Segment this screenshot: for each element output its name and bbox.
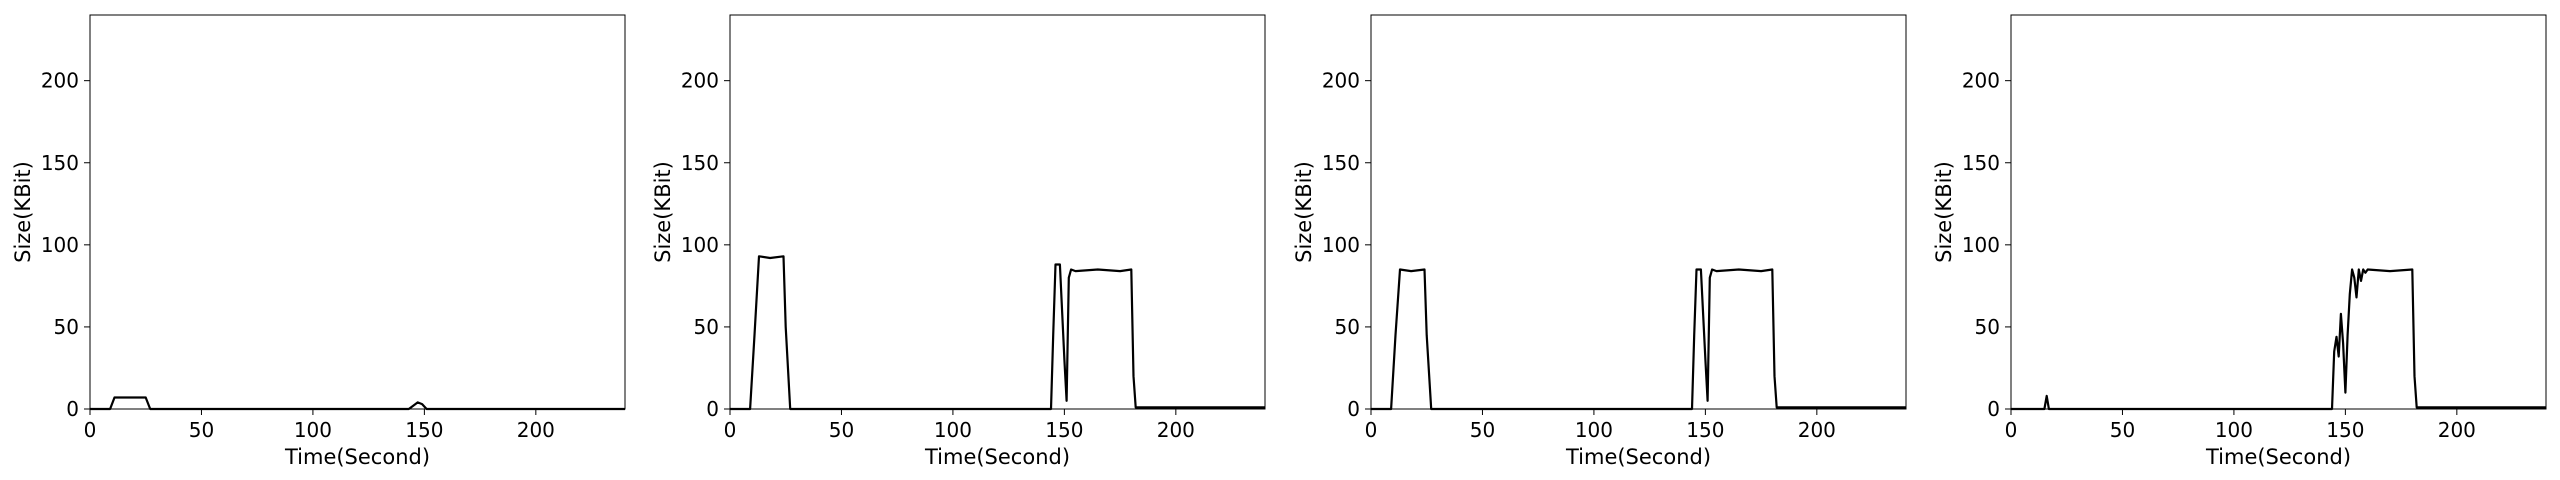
y-tick-label: 100 [1322, 233, 1360, 257]
x-tick-label: 50 [2110, 418, 2135, 442]
x-tick-label: 0 [724, 418, 737, 442]
y-tick-label: 150 [1962, 151, 2000, 175]
x-tick-label: 50 [1470, 418, 1495, 442]
y-tick-label: 0 [66, 397, 79, 421]
x-axis-label: Time(Second) [924, 445, 1070, 469]
y-tick-label: 150 [1322, 151, 1360, 175]
plot-frame [729, 14, 1266, 410]
x-tick-label: 200 [1798, 418, 1836, 442]
x-tick-label: 50 [189, 418, 214, 442]
x-tick-label: 200 [2438, 418, 2476, 442]
y-tick-label: 50 [1335, 315, 1360, 339]
x-tick-label: 150 [1686, 418, 1724, 442]
x-tick-label: 100 [294, 418, 332, 442]
y-axis-label: Size(KBit) [1932, 161, 1956, 263]
chart-panel-3: 0 50 100 150 200 0 50 100 150 200 Time(Second) Size… [1292, 14, 1907, 469]
y-tick-label: 150 [41, 151, 79, 175]
plot-frame [2010, 14, 2547, 410]
y-tick-label: 100 [1962, 233, 2000, 257]
x-tick-label: 150 [2326, 418, 2364, 442]
y-tick-label: 50 [1975, 315, 2000, 339]
y-tick-label: 200 [1962, 69, 2000, 93]
y-axis-label: Size(KBit) [11, 161, 35, 263]
y-tick-label: 200 [1322, 69, 1360, 93]
y-tick-label: 50 [54, 315, 79, 339]
y-tick-label: 100 [41, 233, 79, 257]
x-tick-label: 0 [1365, 418, 1378, 442]
series-line [90, 396, 625, 411]
x-axis-label: Time(Second) [2205, 445, 2351, 469]
x-axis-label: Time(Second) [284, 445, 430, 469]
chart-panel-2: 0 50 100 150 200 0 50 100 150 200 Time(Second) Size… [651, 14, 1266, 469]
y-tick-label: 0 [1347, 397, 1360, 421]
y-tick-label: 100 [681, 233, 719, 257]
series-line [1371, 268, 1906, 411]
series-line [730, 255, 1265, 411]
x-tick-label: 150 [405, 418, 443, 442]
y-axis-label: Size(KBit) [651, 161, 675, 263]
series-line [2011, 268, 2546, 411]
x-tick-label: 100 [934, 418, 972, 442]
y-tick-label: 0 [706, 397, 719, 421]
x-tick-label: 100 [2215, 418, 2253, 442]
y-tick-label: 200 [681, 69, 719, 93]
y-tick-label: 150 [681, 151, 719, 175]
x-tick-label: 0 [2005, 418, 2018, 442]
chart-panel-1: 0 50 100 150 200 0 50 100 150 200 Time(Second) Size… [11, 14, 626, 469]
x-tick-label: 200 [1157, 418, 1195, 442]
x-tick-label: 150 [1045, 418, 1083, 442]
x-axis-label: Time(Second) [1565, 445, 1711, 469]
plot-frame [89, 14, 626, 410]
x-tick-label: 0 [84, 418, 97, 442]
x-tick-label: 100 [1575, 418, 1613, 442]
y-tick-label: 0 [1987, 397, 2000, 421]
y-axis-label: Size(KBit) [1292, 161, 1316, 263]
x-tick-label: 50 [829, 418, 854, 442]
chart-panel-4: 0 50 100 150 200 0 50 100 150 200 Time(Second) Size… [1932, 14, 2547, 469]
x-tick-label: 200 [517, 418, 555, 442]
y-tick-label: 50 [694, 315, 719, 339]
plot-frame [1370, 14, 1907, 410]
y-tick-label: 200 [41, 69, 79, 93]
